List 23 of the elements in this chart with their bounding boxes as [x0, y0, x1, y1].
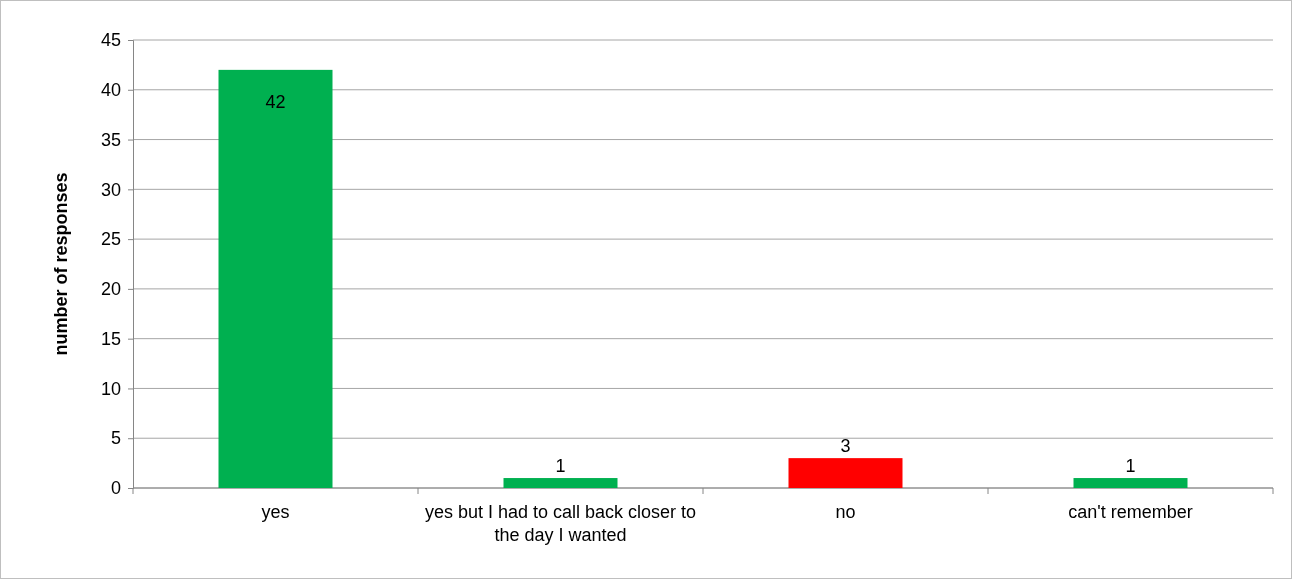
x-tick-label: yes but I had to call back closer to the day I wanted	[424, 502, 697, 545]
y-axis-title: number of responses	[51, 172, 71, 356]
y-tick-label: 40	[100, 80, 121, 101]
bar	[218, 69, 333, 488]
y-tick-label: 15	[100, 328, 121, 349]
bar	[788, 458, 903, 488]
data-label: 3	[840, 436, 851, 457]
bar	[503, 478, 618, 488]
y-tick-label: 45	[100, 30, 121, 51]
x-tick-label: yes	[261, 502, 290, 522]
x-tick-label: can't remember	[1068, 502, 1193, 522]
y-tick-label: 25	[100, 229, 121, 250]
y-tick-label: 35	[100, 129, 121, 150]
y-tick-label: 5	[110, 428, 121, 449]
data-label: 1	[555, 456, 566, 477]
x-tick-label: no	[835, 502, 856, 522]
y-tick-label: 0	[110, 478, 121, 499]
y-tick-label: 30	[100, 179, 121, 200]
bar	[1073, 478, 1188, 488]
data-label: 42	[265, 91, 286, 112]
data-label: 1	[1125, 456, 1136, 477]
y-tick-label: 20	[100, 279, 121, 300]
y-tick-label: 10	[100, 378, 121, 399]
